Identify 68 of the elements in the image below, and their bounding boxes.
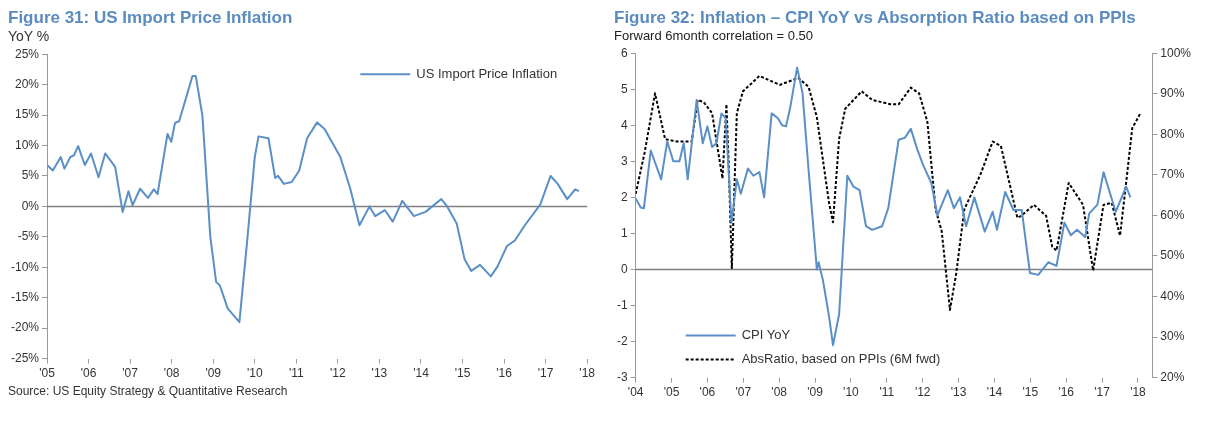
y-tick-label: -2 — [617, 333, 628, 348]
y-tick-label: -20% — [11, 320, 40, 335]
y2-tick-label: 80% — [1160, 126, 1185, 141]
legend-label: CPI YoY — [741, 327, 791, 343]
line-series — [635, 74, 1142, 311]
x-tick-label: '16 — [496, 366, 513, 381]
x-tick-label: '18 — [579, 366, 596, 381]
x-tick-label: '05 — [663, 385, 680, 400]
y-tick-label: 25% — [14, 46, 40, 61]
y-tick-label: 15% — [14, 107, 40, 122]
x-tick-label: '17 — [1094, 385, 1111, 400]
x-tick-label: '07 — [735, 385, 752, 400]
y-tick-label: 0% — [21, 198, 40, 213]
x-tick-label: '11 — [288, 366, 305, 381]
x-tick-label: '05 — [39, 366, 56, 381]
y-tick-label: 10% — [14, 137, 40, 152]
x-tick-label: '11 — [879, 385, 895, 400]
y-tick-label: 5 — [620, 81, 628, 96]
x-tick-label: '12 — [914, 385, 931, 400]
y-tick-label: -5% — [17, 229, 40, 244]
x-tick-label: '08 — [771, 385, 788, 400]
x-tick-label: '09 — [807, 385, 824, 400]
y-tick-label: 4 — [620, 117, 628, 132]
y-tick-label: -15% — [11, 290, 40, 305]
source-note: Source: US Equity Strategy & Quantitative Research — [8, 384, 289, 398]
x-tick-label: '10 — [843, 385, 860, 400]
legend-label: US Import Price Inflation — [416, 65, 558, 81]
x-tick-label: '15 — [454, 366, 471, 381]
y-tick-label: 0 — [620, 261, 628, 276]
y2-tick-label: 30% — [1160, 329, 1185, 344]
y-tick-label: 3 — [620, 153, 628, 168]
y2-tick-label: 70% — [1160, 167, 1185, 182]
y-tick-label: -1 — [617, 297, 628, 312]
x-tick-label: '13 — [371, 366, 388, 381]
y2-tick-label: 40% — [1160, 288, 1185, 303]
x-tick-label: '09 — [205, 366, 222, 381]
legend-label: AbsRatio, based on PPIs (6M fwd) — [741, 351, 941, 367]
y-tick-label: -10% — [11, 259, 40, 274]
y2-tick-label: 50% — [1160, 248, 1185, 263]
y2-tick-label: 60% — [1160, 207, 1185, 222]
x-tick-label: '12 — [330, 366, 347, 381]
y2-tick-label: 100% — [1160, 45, 1192, 60]
x-tick-label: '07 — [122, 366, 139, 381]
x-tick-label: '10 — [246, 366, 263, 381]
y-tick-label: 1 — [620, 225, 628, 240]
chart-title: Figure 31: US Import Price Inflation — [8, 8, 294, 28]
x-tick-label: '15 — [1022, 385, 1039, 400]
y2-tick-label: 90% — [1160, 86, 1185, 101]
x-tick-label: '14 — [986, 385, 1003, 400]
chart-subtitle: Forward 6month correlation = 0.50 — [614, 28, 815, 43]
x-tick-label: '14 — [413, 366, 430, 381]
chart-title: Figure 32: Inflation – CPI YoY vs Absorption Ratio based on PPIs — [614, 8, 1137, 28]
x-tick-label: '18 — [1130, 385, 1147, 400]
y-tick-label: 2 — [620, 189, 628, 204]
x-tick-label: '16 — [1058, 385, 1075, 400]
y-tick-label: 6 — [620, 45, 628, 60]
x-tick-label: '06 — [699, 385, 716, 400]
y-tick-label: -3 — [617, 369, 628, 384]
y-tick-label: 5% — [21, 168, 40, 183]
x-tick-label: '08 — [163, 366, 180, 381]
x-tick-label: '06 — [80, 366, 97, 381]
y2-tick-label: 20% — [1160, 369, 1185, 384]
x-tick-label: '04 — [627, 385, 644, 400]
y-tick-label: 20% — [14, 76, 40, 91]
y-axis-title: YoY % — [8, 28, 51, 44]
x-tick-label: '13 — [950, 385, 967, 400]
y-tick-label: -25% — [11, 350, 40, 365]
x-tick-label: '17 — [537, 366, 554, 381]
